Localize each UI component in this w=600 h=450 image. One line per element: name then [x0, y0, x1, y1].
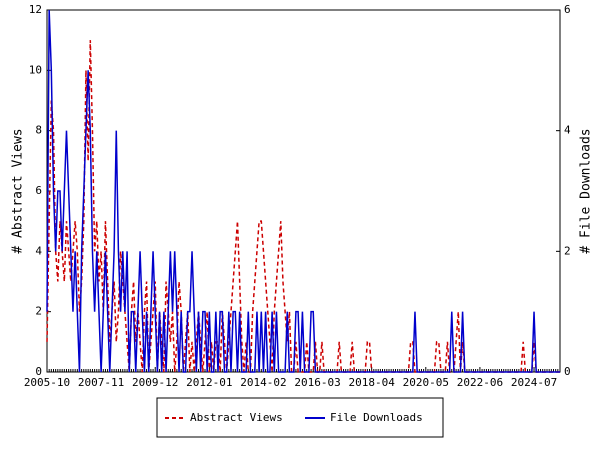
y2-axis-label: # File Downloads — [579, 128, 594, 253]
y-tick-label: 8 — [35, 124, 42, 137]
y-tick-label: 2 — [35, 305, 42, 318]
x-tick-label: 2018-04 — [349, 376, 396, 389]
y-tick-label: 4 — [35, 244, 42, 257]
legend-box — [156, 397, 444, 438]
y2-tick-label: 4 — [564, 124, 571, 137]
x-tick-label: 2024-07 — [511, 376, 557, 389]
y2-tick-label: 2 — [564, 244, 571, 257]
plot-frame — [46, 9, 561, 373]
x-tick-label: 2016-03 — [294, 376, 340, 389]
y2-tick-label: 0 — [564, 365, 571, 378]
x-tick-label: 2009-12 — [132, 376, 178, 389]
y-axis-label: # Abstract Views — [11, 128, 26, 253]
legend-label: File Downloads — [330, 411, 423, 424]
x-tick-label: 2022-06 — [457, 376, 503, 389]
y-tick-label: 12 — [29, 3, 42, 16]
x-tick-label: 2014-02 — [240, 376, 286, 389]
legend-label: Abstract Views — [190, 411, 283, 424]
y2-tick-label: 6 — [564, 3, 571, 16]
y-tick-label: 10 — [29, 63, 42, 76]
x-tick-label: 2005-10 — [24, 376, 70, 389]
y-tick-label: 6 — [35, 184, 42, 197]
y-tick-label: 0 — [35, 365, 42, 378]
x-tick-label: 2020-05 — [403, 376, 449, 389]
x-tick-label: 2012-01 — [186, 376, 232, 389]
x-tick-label: 2007-11 — [78, 376, 124, 389]
series-line — [46, 9, 560, 373]
